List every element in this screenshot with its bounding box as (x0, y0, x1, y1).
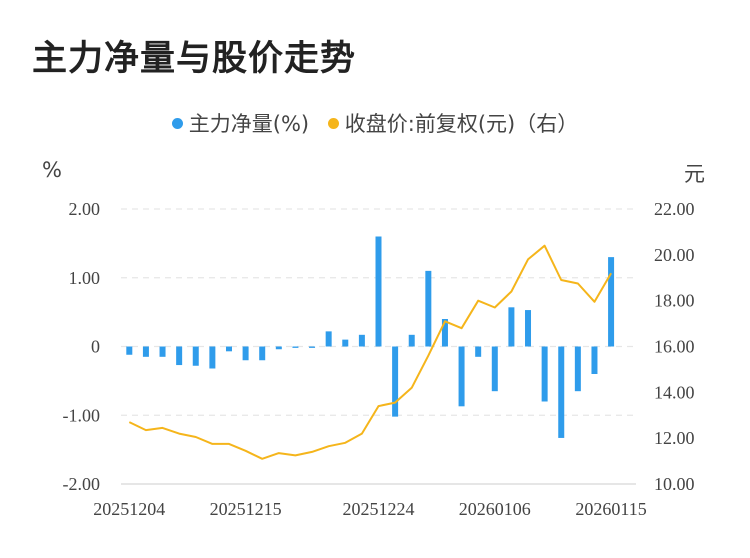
left-tick-label: 2.00 (69, 199, 101, 219)
bar (309, 346, 316, 348)
x-tick-label: 20260115 (575, 499, 646, 519)
right-tick-label: 12.00 (654, 428, 695, 448)
left-tick-label: -1.00 (63, 405, 101, 425)
legend-item-line[interactable]: 收盘价:前复权(元)（右） (327, 108, 579, 138)
bar (292, 346, 299, 348)
right-axis-unit: 元 (684, 162, 705, 186)
legend-dot-line-icon (327, 117, 339, 129)
bar (508, 307, 515, 347)
legend-label-bar: 主力净量(%) (188, 112, 310, 136)
bar (176, 346, 183, 366)
bar (358, 334, 365, 347)
bar (608, 257, 615, 347)
bar (591, 346, 598, 374)
price-line-series (128, 244, 612, 460)
chart-title: 主力净量与股价走势 (32, 39, 357, 79)
legend-dot-bar-icon (171, 117, 183, 129)
legend-item-bar[interactable]: 主力净量(%) (171, 108, 310, 138)
bar (574, 346, 581, 392)
price-line (128, 244, 612, 460)
legend-label-line: 收盘价:前复权(元)（右） (344, 112, 579, 136)
bar (209, 346, 216, 369)
bar (425, 270, 432, 347)
right-tick-label: 16.00 (654, 337, 695, 357)
bar (375, 236, 382, 347)
right-tick-label: 10.00 (654, 474, 695, 494)
bar (441, 319, 448, 347)
bar (558, 346, 565, 438)
right-tick-label: 14.00 (654, 382, 695, 402)
bar-series (126, 236, 615, 438)
bar (225, 346, 232, 352)
bar (259, 346, 266, 361)
x-tick-label: 20260106 (459, 499, 531, 519)
x-axis-ticks: 20251204 20251215 20251224 20260106 20260115 (93, 499, 646, 519)
right-tick-label: 20.00 (654, 245, 695, 265)
x-tick-label: 20251204 (93, 499, 165, 519)
right-tick-label: 18.00 (654, 291, 695, 311)
bar (275, 346, 282, 350)
left-tick-label: -2.00 (63, 474, 101, 494)
x-tick-label: 20251215 (210, 499, 282, 519)
bar (392, 346, 399, 417)
legend: 主力净量(%) 收盘价:前复权(元)（右） (0, 108, 750, 138)
bar (126, 346, 133, 355)
bar (242, 346, 249, 361)
bar (525, 310, 532, 347)
left-axis-ticks: 2.00 1.00 0 -1.00 -2.00 (63, 199, 101, 494)
bar (458, 346, 465, 407)
x-tick-label: 20251224 (343, 499, 415, 519)
right-axis-ticks: 22.00 20.00 18.00 16.00 14.00 12.00 10.00 (654, 199, 695, 494)
bar (192, 346, 199, 366)
bar (142, 346, 149, 357)
left-axis-unit: % (42, 158, 62, 182)
bar (408, 334, 415, 347)
bar (325, 331, 332, 347)
left-tick-label: 1.00 (69, 268, 101, 288)
bar (159, 346, 166, 357)
bar (475, 346, 482, 357)
bar (491, 346, 498, 392)
bar (541, 346, 548, 402)
bar (342, 339, 349, 347)
left-tick-label: 0 (91, 337, 100, 357)
right-tick-label: 22.00 (654, 199, 695, 219)
